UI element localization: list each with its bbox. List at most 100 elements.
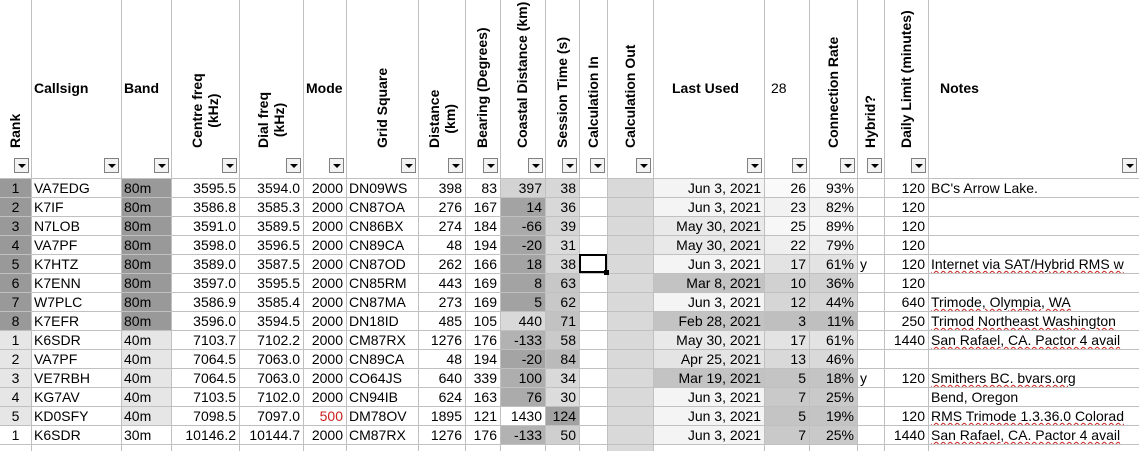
cell-count[interactable]: 23 [764,198,809,217]
cell-coastal[interactable]: -133 [500,426,545,445]
cell-notes[interactable]: RMS Trimode 1.3.36.0 Colorad [928,407,1139,426]
cell-rate[interactable]: 61% [809,331,857,350]
cell-bearing[interactable]: 176 [473,332,497,348]
cell-rank[interactable]: 5 [0,407,31,426]
cell-rate[interactable]: 44% [809,293,857,312]
autofilter-dropdown-icon[interactable] [562,158,577,173]
cell-grid[interactable]: CO64JS [349,370,402,386]
autofilter-dropdown-icon[interactable] [104,158,119,173]
cell-session[interactable]: 50 [545,426,579,445]
cell-bearing[interactable]: 167 [473,199,497,215]
cell-distance[interactable]: 1276 [430,427,462,443]
cell-last-used[interactable]: Jun 3, 2021 [653,179,764,198]
cell-distance[interactable]: 262 [438,256,462,272]
cell-hybrid[interactable] [857,350,884,369]
cell-coastal[interactable]: 397 [500,179,545,198]
cell-hybrid[interactable] [857,426,884,445]
cell-coastal[interactable]: -20 [500,236,545,255]
cell-session[interactable]: 31 [545,236,579,255]
cell-limit[interactable]: 120 [901,218,925,234]
cell-limit[interactable]: 120 [901,275,925,291]
cell-session[interactable]: 84 [545,350,579,369]
cell-centre[interactable]: 7103.7 [193,332,236,348]
autofilter-dropdown-icon[interactable] [590,158,605,173]
cell-last-used[interactable]: Jun 3, 2021 [653,407,764,426]
cell-count[interactable]: 7 [764,426,809,445]
cell-band[interactable]: 80m [121,179,171,198]
cell-callsign[interactable]: VA7PF [34,237,78,253]
cell-grid[interactable]: CN85RM [349,275,407,291]
cell-limit[interactable]: 120 [901,256,925,272]
cell-band[interactable]: 80m [121,217,171,236]
cell-distance[interactable]: 443 [438,275,462,291]
cell-hybrid[interactable] [857,198,884,217]
cell-last-used[interactable]: Jun 3, 2021 [653,426,764,445]
cell-rank[interactable]: 3 [0,369,31,388]
cell-grid[interactable]: CN86BX [349,218,404,234]
cell-notes[interactable] [928,198,1139,217]
cell-session[interactable]: 63 [545,274,579,293]
autofilter-dropdown-icon[interactable] [222,158,237,173]
cell-band[interactable]: 80m [121,312,171,331]
cell-hybrid[interactable] [857,236,884,255]
autofilter-dropdown-icon[interactable] [867,158,882,173]
autofilter-dropdown-icon[interactable] [483,158,498,173]
cell-coastal[interactable]: 18 [500,255,545,274]
cell-dial[interactable]: 10144.7 [249,427,300,443]
cell-count[interactable]: 12 [764,293,809,312]
cell-coastal[interactable]: 76 [500,388,545,407]
cell-hybrid[interactable] [857,312,884,331]
active-cell-cursor[interactable] [579,254,609,275]
cell-mode[interactable]: 2000 [311,313,343,329]
cell-centre[interactable]: 10146.2 [185,427,236,443]
cell-coastal[interactable]: 1430 [500,407,545,426]
cell-callsign[interactable]: K7IF [34,199,64,215]
cell-session[interactable]: 30 [545,388,579,407]
cell-mode[interactable]: 2000 [311,351,343,367]
cell-dial[interactable]: 3596.5 [257,237,300,253]
cell-count[interactable]: 10 [764,274,809,293]
cell-mode[interactable]: 2000 [311,370,343,386]
cell-last-used[interactable]: Mar 19, 2021 [653,369,764,388]
cell-band[interactable]: 80m [121,236,171,255]
cell-dial[interactable]: 3587.5 [257,256,300,272]
cell-centre[interactable]: 7064.5 [193,351,236,367]
cell-band[interactable]: 40m [121,388,171,407]
cell-limit[interactable]: 250 [901,313,925,329]
cell-rank[interactable]: 8 [0,312,31,331]
autofilter-dropdown-icon[interactable] [792,158,807,173]
cell-rate[interactable]: 25% [809,426,857,445]
cell-session[interactable]: 62 [545,293,579,312]
cell-hybrid[interactable] [857,274,884,293]
cell-session[interactable]: 124 [545,407,579,426]
cell-band[interactable]: 80m [121,255,171,274]
cell-count[interactable]: 13 [764,350,809,369]
cell-rate[interactable]: 93% [809,179,857,198]
cell-notes[interactable]: Trimode, Olympia, WA [928,293,1139,312]
cell-centre[interactable]: 3591.0 [193,218,236,234]
cell-session[interactable]: 38 [545,179,579,198]
cell-notes[interactable] [928,350,1139,369]
cell-limit[interactable]: 120 [901,199,925,215]
autofilter-dropdown-icon[interactable] [448,158,463,173]
cell-coastal[interactable]: -133 [500,331,545,350]
cell-rank[interactable]: 5 [0,255,31,274]
cell-limit[interactable]: 120 [901,408,925,424]
cell-grid[interactable]: CM87RX [349,427,406,443]
cell-band[interactable]: 80m [121,293,171,312]
cell-session[interactable]: 34 [545,369,579,388]
cell-mode[interactable]: 2000 [311,237,343,253]
cell-count[interactable]: 22 [764,236,809,255]
cell-dial[interactable]: 7102.2 [257,332,300,348]
cell-count[interactable]: 5 [764,407,809,426]
cell-rank[interactable]: 6 [0,274,31,293]
cell-notes[interactable]: BC's Arrow Lake. [928,179,1139,198]
cell-limit[interactable]: 1440 [893,332,925,348]
cell-hybrid[interactable] [857,217,884,236]
autofilter-dropdown-icon[interactable] [329,158,344,173]
cell-notes[interactable]: Bend, Oregon [928,388,1139,407]
cell-grid[interactable]: CN87OD [349,256,406,272]
cell-callsign[interactable]: VA7EDG [34,180,90,196]
cell-rank[interactable]: 3 [0,217,31,236]
autofilter-dropdown-icon[interactable] [840,158,855,173]
